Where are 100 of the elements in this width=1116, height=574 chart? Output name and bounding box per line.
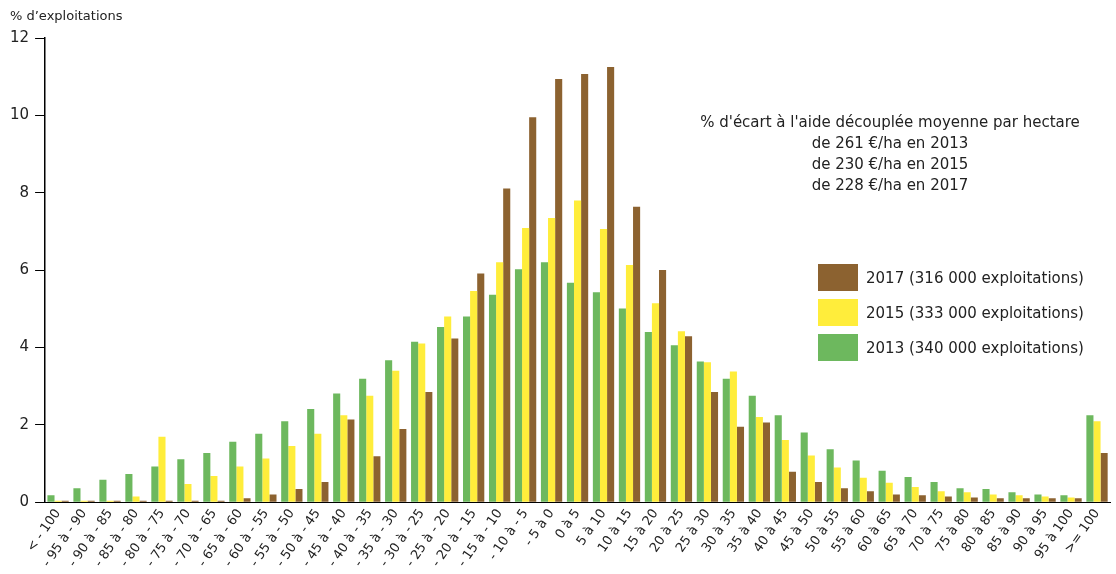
bar: [281, 421, 289, 502]
bar: [807, 455, 815, 502]
bar: [852, 460, 860, 502]
bar: [99, 479, 107, 502]
bar: [1074, 498, 1082, 502]
bar: [989, 494, 997, 502]
bar: [392, 370, 400, 502]
y-tick-label: 10: [9, 105, 30, 124]
bar: [314, 433, 322, 502]
bar: [566, 282, 574, 502]
bar: [885, 482, 893, 502]
bar: [644, 331, 652, 502]
bar: [73, 488, 81, 502]
bar: [755, 417, 763, 502]
bar: [781, 439, 789, 502]
y-tick-label: 8: [19, 182, 30, 201]
bar: [437, 326, 445, 502]
bar: [1015, 495, 1023, 502]
bar: [151, 466, 159, 502]
bar: [269, 494, 277, 502]
bar: [1100, 453, 1108, 502]
annotation: de 230 €/ha en 2015: [810, 154, 970, 175]
bar: [788, 471, 796, 502]
y-tick-label: 12: [9, 27, 30, 46]
bar: [425, 391, 433, 502]
bar: [158, 436, 166, 502]
bar: [288, 446, 296, 502]
bar: [982, 489, 990, 502]
bar: [670, 345, 678, 502]
bar: [684, 336, 693, 502]
bar: [255, 433, 263, 502]
legend-label: 2015 (333 000 exploitations): [866, 303, 1084, 322]
bar: [710, 391, 719, 502]
bar: [963, 492, 971, 502]
bar: [625, 265, 634, 502]
bar: [1022, 498, 1030, 502]
bar: [444, 316, 452, 502]
bar: [1048, 498, 1056, 502]
bar: [729, 371, 737, 502]
bar: [826, 449, 834, 502]
bar: [359, 378, 367, 502]
y-tick-label: 4: [19, 337, 30, 356]
bar: [477, 273, 485, 502]
bar: [514, 269, 523, 502]
y-tick-label: 6: [19, 259, 30, 278]
bar: [1041, 496, 1049, 502]
bar: [696, 361, 704, 502]
bar: [488, 294, 497, 502]
bar: [581, 73, 589, 502]
bar: [956, 488, 964, 502]
bar: [229, 441, 237, 502]
bar: [295, 489, 303, 502]
bar: [944, 496, 952, 502]
bar: [1008, 492, 1016, 502]
bar: [340, 415, 348, 502]
bar: [599, 229, 608, 502]
bar: [243, 498, 251, 502]
bar: [399, 429, 407, 502]
legend-label: 2013 (340 000 exploitations): [866, 338, 1084, 357]
bar: [132, 496, 140, 502]
bar: [555, 79, 563, 502]
bar: [800, 432, 808, 502]
bar: [125, 473, 133, 502]
bar: [470, 290, 478, 502]
bar: [548, 217, 556, 502]
bar: [607, 67, 615, 502]
bar: [722, 378, 730, 502]
bar: [1067, 497, 1075, 502]
bar: [833, 467, 841, 502]
bar: [651, 303, 660, 502]
y-axis-title: % d’exploitations: [10, 8, 123, 23]
bar: [210, 475, 218, 502]
bar: [366, 395, 374, 502]
bar: [814, 482, 822, 502]
bar: [904, 477, 912, 502]
bar: [911, 487, 919, 502]
bar: [333, 393, 341, 502]
bar: [633, 206, 641, 502]
annotation: de 228 €/ha en 2017: [810, 175, 970, 196]
bar: [762, 422, 771, 502]
bar: [677, 331, 685, 502]
bar: [930, 482, 938, 502]
bar: [573, 200, 582, 502]
bar: [996, 498, 1004, 502]
bar: [736, 426, 745, 502]
bar: [1093, 421, 1101, 502]
bar: [373, 456, 381, 502]
bar: [937, 491, 945, 502]
bar: [859, 477, 867, 502]
bar: [659, 270, 667, 502]
y-tick-label: 2: [19, 414, 30, 433]
bar: [1086, 415, 1094, 502]
legend-label: 2017 (316 000 exploitations): [866, 268, 1084, 287]
bar: [385, 360, 393, 502]
bar: [529, 117, 537, 502]
bar: [262, 458, 270, 502]
bar: [47, 495, 55, 502]
annotation: de 261 €/ha en 2013: [810, 133, 970, 154]
bar: [918, 495, 926, 502]
bar: [236, 466, 244, 502]
